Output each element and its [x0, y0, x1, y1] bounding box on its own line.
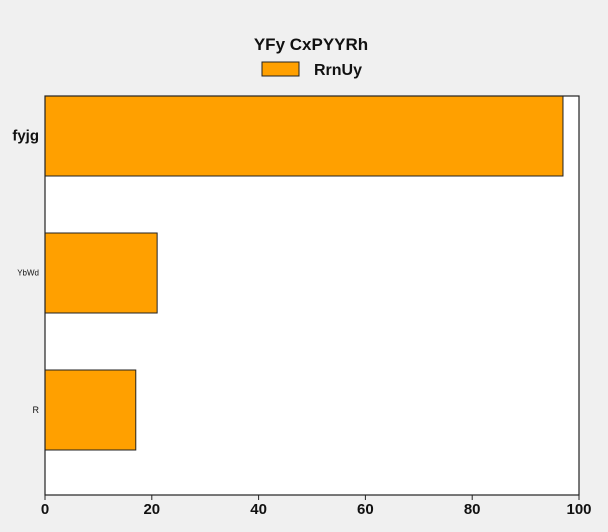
legend-label: RrnUy	[314, 62, 362, 79]
x-tick-label: 80	[464, 501, 481, 518]
y-tick-label: R	[33, 405, 40, 415]
legend-swatch	[261, 61, 300, 77]
y-tick-labels: fyjg YbWd R	[12, 128, 39, 416]
chart-title: YFy CxPYYRh	[254, 35, 368, 54]
bar-fyjg	[44, 95, 564, 177]
x-tick-label: 60	[357, 501, 374, 518]
x-tick-label: 40	[250, 501, 267, 518]
y-tick-label: YbWd	[17, 269, 39, 278]
bar-ybwd	[44, 232, 158, 314]
bars	[44, 95, 564, 451]
x-tick-label: 20	[143, 501, 160, 518]
y-tick-label: fyjg	[12, 128, 39, 145]
x-axis-ticks: 0 20 40 60 80 100	[41, 495, 592, 518]
bar-r	[44, 369, 137, 451]
x-tick-label: 100	[566, 501, 591, 518]
x-tick-label: 0	[41, 501, 49, 518]
plot-frame	[44, 95, 580, 496]
legend: RrnUy	[261, 61, 362, 79]
